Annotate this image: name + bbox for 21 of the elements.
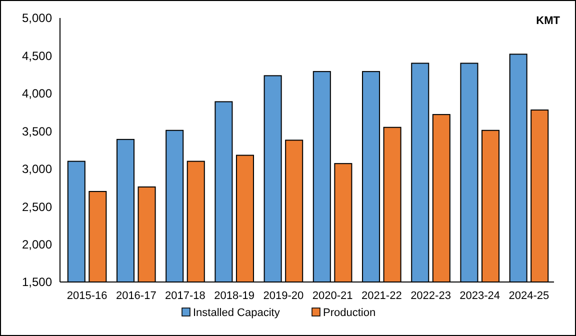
y-tick-label: 4,000 <box>22 86 52 101</box>
legend-label: Production <box>323 307 376 319</box>
y-tick-label: 5,000 <box>22 11 52 26</box>
x-tick-label: 2015-16 <box>66 290 108 302</box>
y-tick-label: 1,500 <box>22 275 52 290</box>
y-tick-label: 4,500 <box>22 48 52 63</box>
x-tick-label: 2021-22 <box>361 290 402 302</box>
x-tick-label: 2016-17 <box>116 290 156 302</box>
x-tick-label: 2020-21 <box>312 290 353 302</box>
y-tick-label: 3,000 <box>22 162 52 176</box>
x-tick-label: 2024-25 <box>508 290 550 302</box>
x-tick-label: 2017-18 <box>165 290 206 302</box>
x-tick-label: 2023-24 <box>460 290 500 302</box>
x-tick-label: 2018-19 <box>214 290 255 302</box>
y-tick-label: 2,000 <box>22 237 52 252</box>
y-tick-label: 2,500 <box>22 200 52 214</box>
annotation: KMT <box>536 15 560 27</box>
y-tick-label: 3,500 <box>22 124 52 138</box>
x-tick-label: 2019-20 <box>263 290 304 302</box>
x-tick-label: 2022-23 <box>410 290 451 302</box>
legend-label: Installed Capacity <box>193 307 280 319</box>
